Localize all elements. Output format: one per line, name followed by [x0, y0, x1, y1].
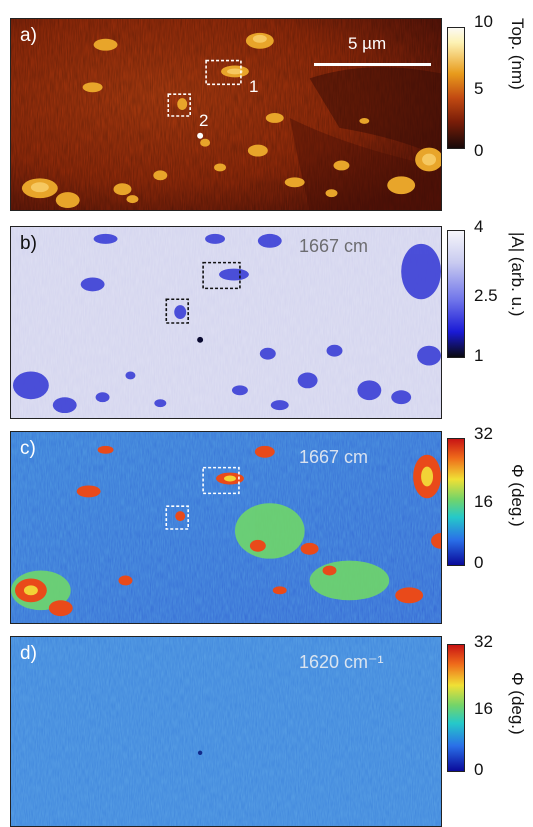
colorbar-a-tick-max: 10 — [474, 12, 493, 31]
colorbar-d-tick-min: 0 — [474, 760, 484, 779]
topography-map — [11, 19, 441, 210]
colorbar-b — [447, 230, 465, 358]
colorbar-c-tick-mid: 16 — [474, 492, 493, 511]
colorbar-b-tick-max: 4 — [474, 217, 484, 236]
panel-b-amplitude: b) 1667 cm — [10, 226, 442, 419]
colorbar-d-tick-max: 32 — [474, 632, 493, 651]
phase-map-1667 — [11, 432, 441, 623]
scale-bar — [314, 63, 431, 66]
panel-b-wavenumber: 1667 cm — [299, 236, 369, 256]
panel-d-label: d) — [20, 643, 37, 664]
colorbar-d — [447, 644, 465, 772]
colorbar-c — [447, 438, 465, 566]
colorbar-b-tick-min: 1 — [474, 346, 484, 365]
colorbar-c-tick-min: 0 — [474, 553, 484, 572]
panel-d-phase-1620: d) 1620 cm⁻¹ — [10, 636, 442, 827]
colorbar-a-title: Top. (nm) — [508, 18, 527, 90]
scale-bar-label: 5 µm — [348, 34, 387, 53]
panel-c-wavenumber: 1667 cm — [299, 447, 369, 467]
colorbar-a — [447, 27, 465, 149]
box-2-label: 2 — [199, 111, 209, 130]
box-1-label: 1 — [249, 77, 259, 96]
colorbar-d-tick-mid: 16 — [474, 699, 493, 718]
panel-c-label: c) — [20, 438, 36, 459]
colorbar-c-tick-max: 32 — [474, 424, 493, 443]
colorbar-a-tick-min: 0 — [474, 141, 484, 160]
panel-b-label: b) — [20, 233, 37, 254]
phase-map-1620 — [11, 637, 441, 826]
colorbar-b-tick-mid: 2.5 — [474, 286, 498, 305]
panel-c-phase-1667: c) 1667 cm — [10, 431, 442, 624]
amplitude-map — [11, 227, 441, 418]
panel-a-label: a) — [20, 25, 37, 46]
panel-a-topography: a) 5 µm 1 2 — [10, 18, 442, 211]
colorbar-a-tick-mid: 5 — [474, 79, 484, 98]
colorbar-d-title: Φ (deg.) — [508, 672, 527, 735]
colorbar-c-title: Φ (deg.) — [508, 464, 527, 527]
panel-d-wavenumber: 1620 cm⁻¹ — [299, 652, 384, 672]
colorbar-b-title: |A| (arb. u.) — [508, 232, 527, 317]
